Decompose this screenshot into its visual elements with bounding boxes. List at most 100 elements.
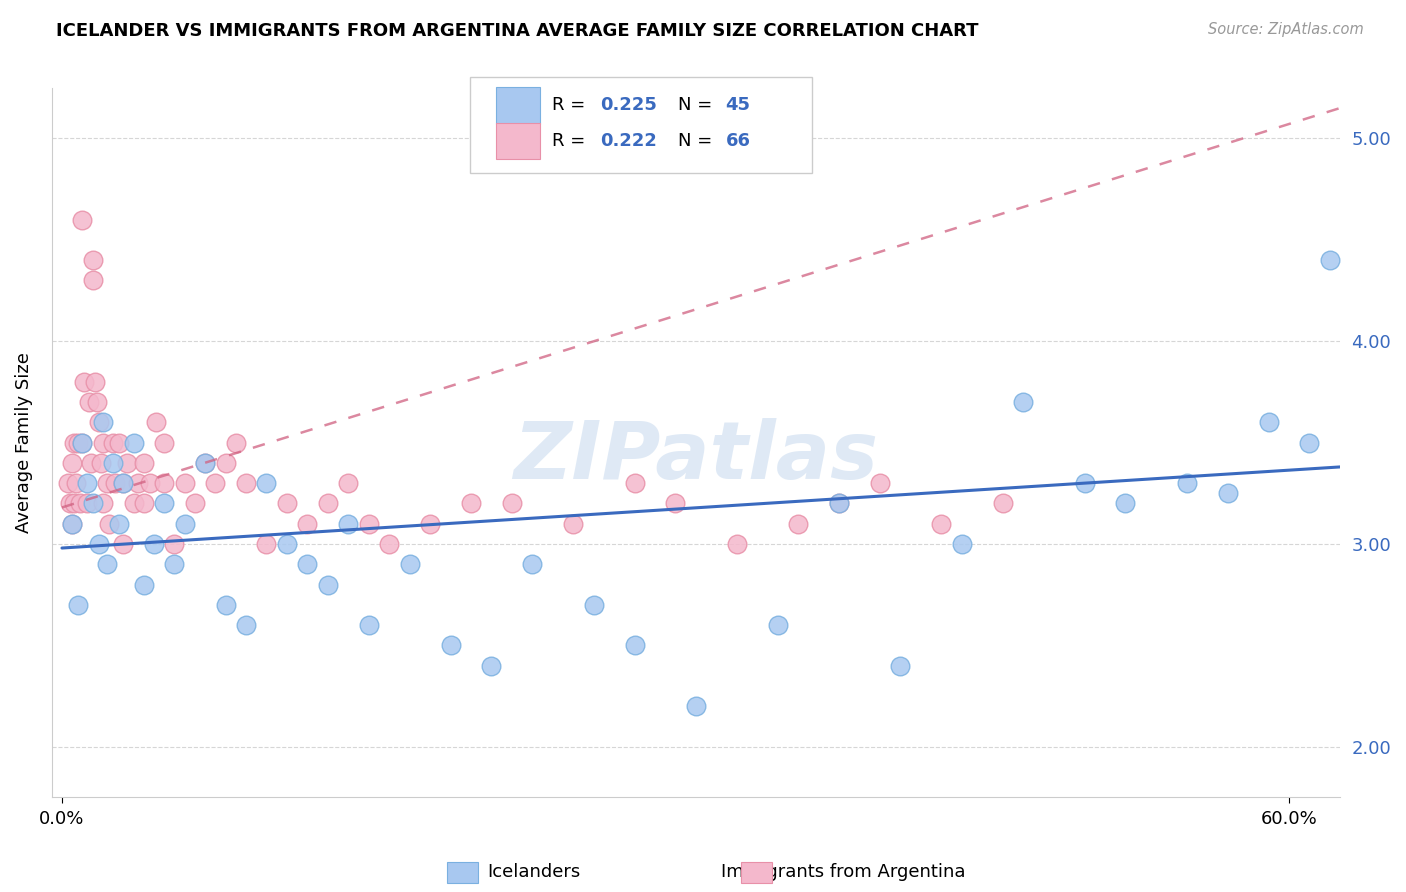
- Point: [256, 537, 278, 551]
- Point: [276, 537, 298, 551]
- Point: [98, 516, 121, 531]
- Text: Source: ZipAtlas.com: Source: ZipAtlas.com: [1208, 22, 1364, 37]
- Point: [869, 476, 891, 491]
- Point: [60, 516, 83, 531]
- Point: [132, 577, 155, 591]
- Point: [1319, 253, 1341, 268]
- Point: [256, 476, 278, 491]
- FancyBboxPatch shape: [496, 87, 540, 124]
- Point: [623, 638, 645, 652]
- Point: [1114, 496, 1136, 510]
- Point: [79, 456, 101, 470]
- Point: [112, 476, 135, 491]
- Point: [60, 516, 83, 531]
- Point: [398, 558, 420, 572]
- Point: [163, 558, 186, 572]
- Point: [522, 558, 544, 572]
- Point: [297, 558, 319, 572]
- Point: [582, 598, 605, 612]
- Point: [65, 476, 87, 491]
- Point: [104, 476, 127, 491]
- Point: [87, 415, 110, 429]
- Point: [184, 496, 207, 510]
- Point: [86, 395, 108, 409]
- Point: [122, 496, 145, 510]
- Text: R =: R =: [551, 132, 591, 150]
- Point: [145, 415, 167, 429]
- Point: [1257, 415, 1279, 429]
- Point: [63, 435, 86, 450]
- Text: Icelanders: Icelanders: [488, 863, 581, 881]
- Point: [143, 537, 166, 551]
- Y-axis label: Average Family Size: Average Family Size: [15, 352, 32, 533]
- Point: [117, 456, 139, 470]
- Point: [766, 618, 789, 632]
- Point: [82, 253, 104, 268]
- Point: [828, 496, 851, 510]
- Point: [91, 415, 114, 429]
- Point: [77, 395, 100, 409]
- Point: [297, 516, 319, 531]
- Text: N =: N =: [678, 96, 718, 114]
- Point: [72, 435, 94, 450]
- Point: [481, 658, 503, 673]
- Point: [787, 516, 810, 531]
- Point: [685, 699, 707, 714]
- Point: [163, 537, 186, 551]
- Point: [439, 638, 461, 652]
- Point: [59, 496, 82, 510]
- Point: [83, 375, 105, 389]
- Point: [101, 456, 124, 470]
- Point: [132, 496, 155, 510]
- Text: Immigrants from Argentina: Immigrants from Argentina: [721, 863, 966, 881]
- Point: [501, 496, 523, 510]
- Point: [173, 476, 195, 491]
- Text: R =: R =: [551, 96, 591, 114]
- Point: [153, 496, 176, 510]
- Point: [828, 496, 851, 510]
- Point: [225, 435, 247, 450]
- Point: [235, 618, 257, 632]
- Point: [87, 537, 110, 551]
- Point: [127, 476, 149, 491]
- Point: [725, 537, 748, 551]
- Point: [1012, 395, 1035, 409]
- Point: [1216, 486, 1239, 500]
- Point: [1298, 435, 1320, 450]
- Text: ZIPatlas: ZIPatlas: [513, 417, 879, 496]
- Point: [72, 435, 94, 450]
- Point: [108, 435, 131, 450]
- Point: [173, 516, 195, 531]
- FancyBboxPatch shape: [496, 122, 540, 160]
- Point: [153, 476, 176, 491]
- Point: [96, 476, 118, 491]
- Point: [214, 456, 236, 470]
- Point: [90, 456, 112, 470]
- Point: [60, 456, 83, 470]
- Point: [91, 435, 114, 450]
- FancyBboxPatch shape: [471, 77, 811, 173]
- Point: [1073, 476, 1095, 491]
- Point: [82, 496, 104, 510]
- Point: [194, 456, 217, 470]
- Point: [623, 476, 645, 491]
- Point: [460, 496, 482, 510]
- Point: [931, 516, 953, 531]
- Point: [204, 476, 226, 491]
- Point: [112, 476, 135, 491]
- Text: 66: 66: [725, 132, 751, 150]
- Point: [101, 435, 124, 450]
- Point: [378, 537, 401, 551]
- Point: [96, 558, 118, 572]
- Point: [69, 496, 91, 510]
- Point: [194, 456, 217, 470]
- Point: [991, 496, 1014, 510]
- Point: [132, 456, 155, 470]
- Point: [122, 435, 145, 450]
- Point: [72, 212, 94, 227]
- Point: [419, 516, 441, 531]
- Point: [316, 577, 339, 591]
- Point: [214, 598, 236, 612]
- Point: [63, 496, 86, 510]
- Point: [153, 435, 176, 450]
